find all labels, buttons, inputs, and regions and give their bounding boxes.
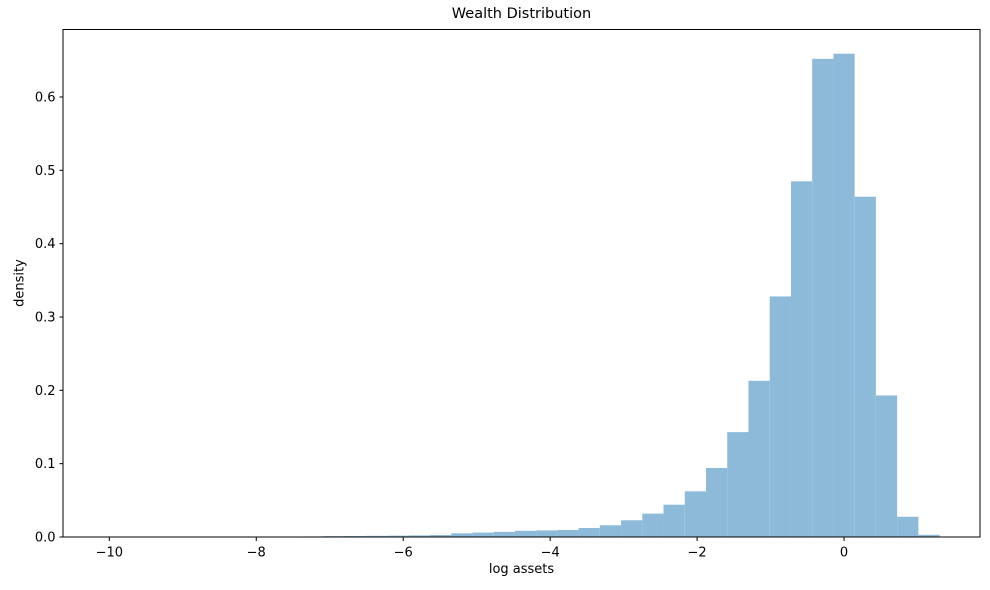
y-tick-label: 0.2 bbox=[35, 384, 56, 399]
y-tick-label: 0.3 bbox=[35, 310, 56, 325]
histogram-bar bbox=[366, 535, 388, 537]
x-tick-label: 0 bbox=[840, 546, 848, 561]
histogram-bar bbox=[536, 530, 558, 537]
x-tick-label: −2 bbox=[688, 546, 707, 561]
histogram-bar bbox=[557, 530, 579, 537]
x-tick-label: −4 bbox=[541, 546, 560, 561]
histogram-bar bbox=[429, 535, 452, 537]
histogram-bar bbox=[345, 535, 367, 537]
histogram-bar bbox=[833, 53, 855, 537]
histogram-bar bbox=[812, 58, 834, 538]
histogram-bar bbox=[451, 533, 473, 537]
histogram-bar bbox=[875, 395, 898, 537]
histogram-bar bbox=[663, 504, 685, 537]
x-tick-label: −8 bbox=[247, 546, 266, 561]
histogram-bar bbox=[514, 530, 537, 537]
histogram-bar bbox=[684, 491, 707, 537]
histogram-bar bbox=[897, 516, 919, 537]
histogram-bar bbox=[769, 296, 791, 537]
histogram-bar bbox=[706, 467, 728, 537]
histogram-bar bbox=[748, 380, 770, 537]
y-tick-label: 0.4 bbox=[35, 237, 56, 252]
y-tick-label: 0.1 bbox=[35, 457, 56, 472]
x-tick-label: −10 bbox=[96, 546, 123, 561]
y-tick-label: 0.5 bbox=[35, 164, 56, 179]
histogram-bar bbox=[854, 196, 876, 537]
x-axis-label: log assets bbox=[488, 562, 555, 577]
histogram-bar bbox=[578, 527, 600, 537]
histogram-bar bbox=[408, 535, 430, 537]
histogram-bar bbox=[472, 532, 494, 537]
y-tick-label: 0.0 bbox=[35, 531, 56, 546]
histogram-bar bbox=[642, 513, 664, 537]
histogram-bar bbox=[621, 520, 643, 537]
histogram-bar bbox=[727, 432, 749, 537]
chart-title: Wealth Distribution bbox=[451, 6, 592, 22]
histogram-bar bbox=[387, 535, 409, 537]
histogram-bar bbox=[790, 181, 813, 537]
axes-spines bbox=[62, 29, 981, 538]
y-axis-label: density bbox=[12, 259, 28, 307]
y-tick-label: 0.6 bbox=[35, 90, 56, 105]
histogram-bar bbox=[493, 531, 515, 537]
histogram-bar bbox=[918, 534, 940, 537]
x-tick-label: −6 bbox=[394, 546, 413, 561]
histogram-bar bbox=[599, 525, 622, 537]
